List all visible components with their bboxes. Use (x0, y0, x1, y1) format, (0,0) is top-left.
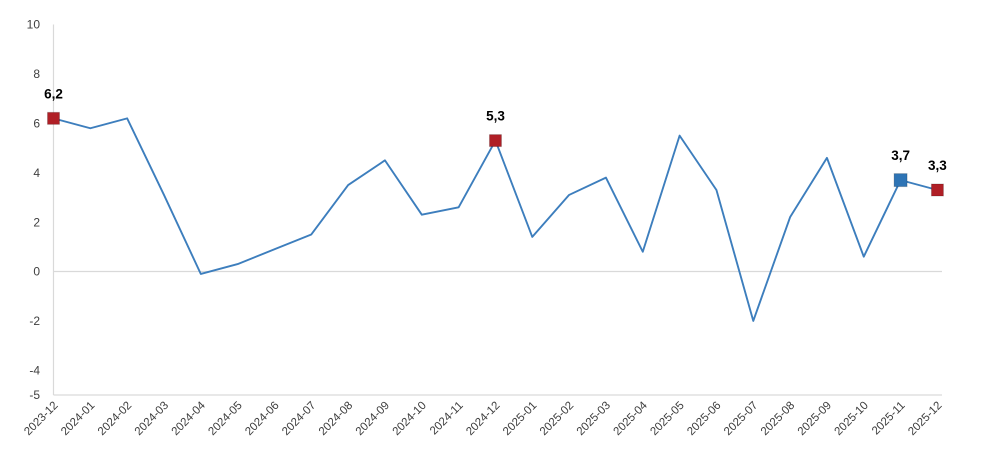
x-axis-tick-label: 2025-05 (648, 400, 686, 438)
x-axis-tick-label: 2025-01 (501, 400, 539, 438)
highlight-marker (930, 183, 944, 197)
highlight-marker (893, 173, 908, 188)
y-axis-tick-label: 2 (33, 215, 40, 229)
x-axis-tick-label: 2025-08 (759, 400, 797, 438)
x-axis-tick-label: 2024-04 (170, 399, 209, 438)
x-axis-tick-label: 2025-07 (722, 400, 760, 438)
x-axis-tick-label: 2024-12 (464, 400, 502, 438)
data-point-label: 6,2 (44, 86, 63, 101)
x-axis-tick-label: 2024-07 (280, 400, 318, 438)
x-axis-tick-label: 2024-05 (206, 400, 244, 438)
x-axis-tick-label: 2025-09 (796, 400, 834, 438)
y-axis-tick-label: 8 (33, 67, 40, 81)
x-axis-tick-label: 2025-06 (685, 400, 723, 438)
highlight-marker (488, 134, 502, 148)
x-axis-tick-label: 2024-09 (354, 400, 392, 438)
y-axis-tick-label: 6 (33, 117, 40, 131)
highlight-marker (47, 111, 60, 125)
x-axis-tick-label: 2025-10 (833, 400, 871, 438)
x-axis-tick-label: 2024-02 (96, 400, 134, 438)
x-axis-tick-label: 2024-11 (428, 400, 466, 438)
y-axis-tick-label: -2 (29, 314, 40, 328)
x-axis-tick-label: 2025-04 (612, 399, 651, 438)
x-axis-tick-label: 2025-02 (538, 400, 576, 438)
x-axis-tick-label: 2024-06 (243, 400, 281, 438)
x-axis-tick-label: 2024-03 (133, 400, 171, 438)
x-axis-tick-label: 2024-08 (317, 400, 355, 438)
x-axis-tick-label: 2025-11 (870, 400, 908, 438)
y-axis-tick-label: 4 (33, 166, 40, 180)
x-axis-tick-label: 2025-03 (575, 400, 613, 438)
x-axis-tick-label: 2024-10 (391, 400, 429, 438)
data-point-label: 3,3 (928, 158, 947, 173)
x-axis-tick-label: 2025-12 (906, 400, 944, 438)
data-point-label: 3,7 (891, 148, 910, 163)
y-axis-tick-label: -5 (29, 388, 40, 402)
data-point-label: 5,3 (486, 109, 505, 124)
y-axis-tick-label: -4 (29, 364, 40, 378)
y-axis-tick-label: 10 (27, 18, 41, 32)
x-axis-tick-label: 2024-01 (59, 400, 97, 438)
series-line (52, 117, 939, 322)
x-axis-tick-label: 2023-12 (22, 400, 60, 438)
y-axis-tick-label: 0 (33, 265, 40, 279)
